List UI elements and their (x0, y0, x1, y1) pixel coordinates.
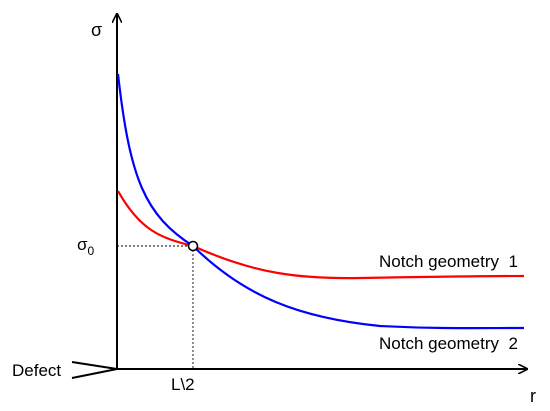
sigma0-label: σ0 (77, 235, 95, 258)
l-half-label: L\2 (171, 375, 195, 394)
notch-geometry-2-label: Notch geometry 2 (379, 334, 518, 353)
sigma0-subscript: 0 (88, 244, 95, 258)
y-axis-label: σ (91, 20, 102, 40)
x-axis-label: r (530, 386, 536, 406)
intersection-point (187, 240, 199, 252)
defect-label: Defect (12, 361, 61, 380)
defect-wedge (71, 361, 118, 379)
notch-geometry-1-label: Notch geometry 1 (379, 252, 518, 271)
sigma0-base: σ (77, 235, 88, 254)
curve-notch-geometry-1 (117, 190, 525, 280)
curve-notch-geometry-2 (116, 73, 525, 330)
